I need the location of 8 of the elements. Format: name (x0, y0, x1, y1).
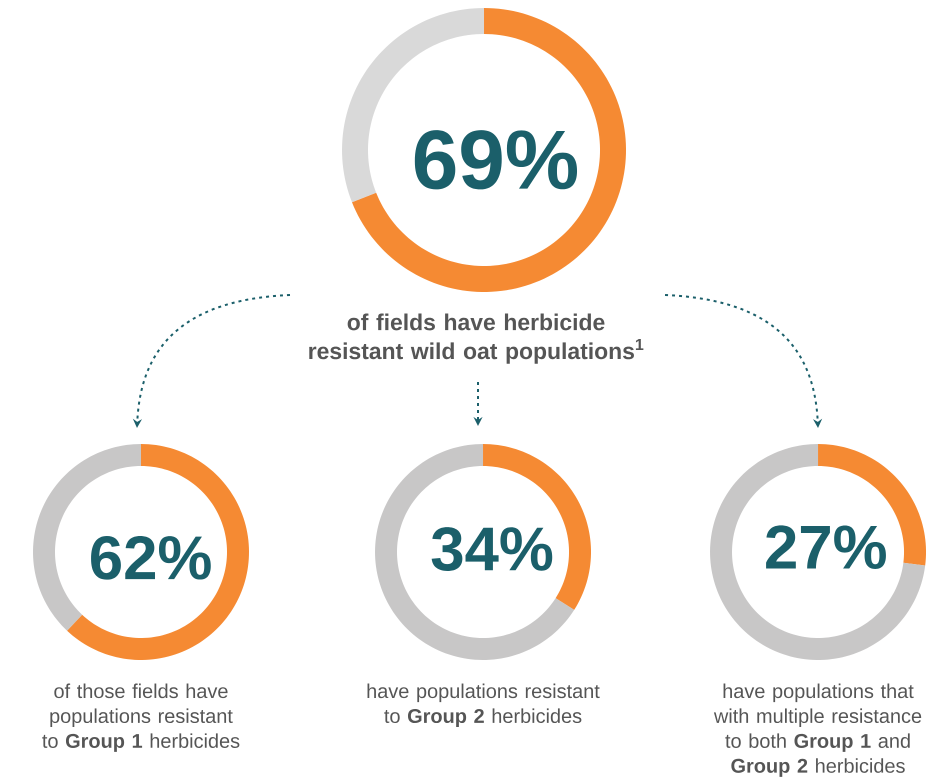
text: have populations resistant to Group 2 herbicides (368, 684, 600, 728)
text: of those fields have populations resistant to Group 1 herbicides (42, 684, 240, 752)
data-label: 34% (432, 527, 552, 571)
data-label: 62% (91, 536, 211, 580)
data-label: 69% (414, 130, 578, 190)
chart-title: have populations that with multiple resistance to both Group 1 and Group 2 herbicides (714, 684, 922, 777)
data-label: 27% (766, 525, 886, 569)
chart-title: of fields have herbicide resistant wild oat populations$^{1}$ (309, 314, 644, 364)
